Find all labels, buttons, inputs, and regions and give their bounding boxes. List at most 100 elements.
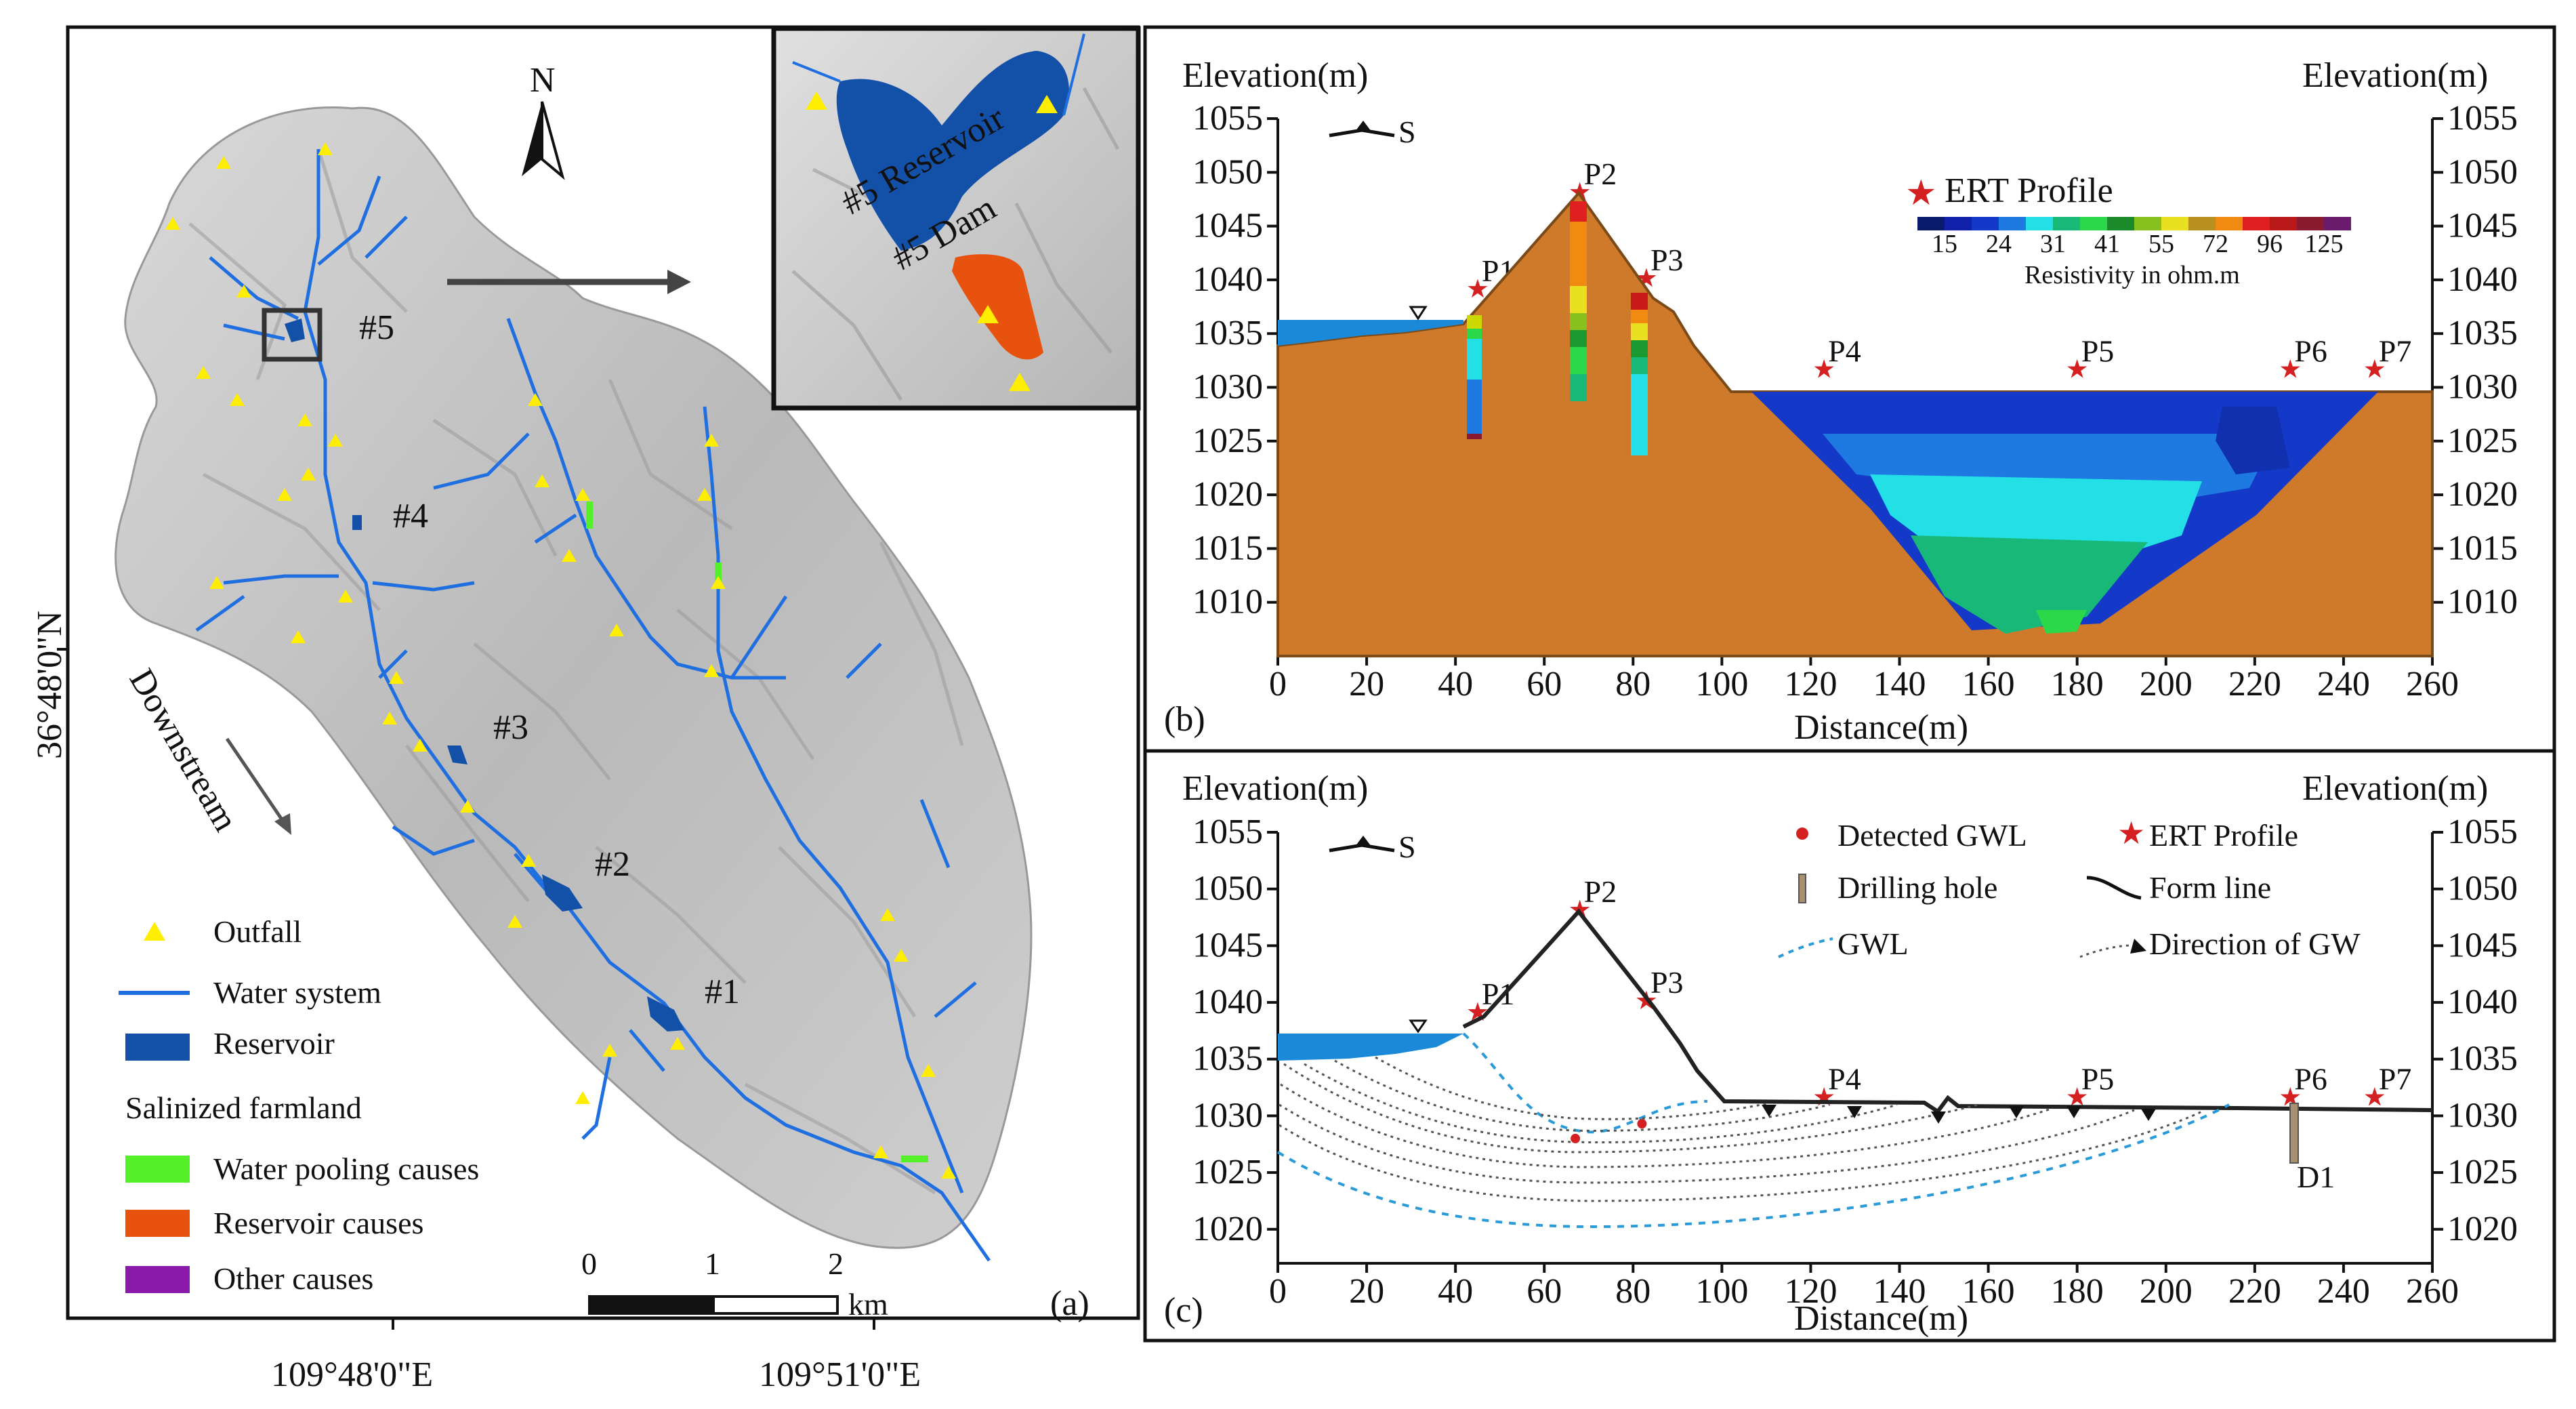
legend-gw-direction-line bbox=[2079, 944, 2132, 958]
legend-form-line-symbol bbox=[2086, 876, 2142, 900]
panel-c-xtick-label: 160 bbox=[1962, 1272, 2015, 1311]
panel-c-gw-direction-arrows bbox=[1762, 1105, 2156, 1124]
colorbar-tick-label: 55 bbox=[2148, 230, 2174, 258]
panel-b-ytick-label-left: 1025 bbox=[1192, 422, 1263, 460]
panel-b-letter: (b) bbox=[1164, 700, 1205, 739]
reservoir-tag-3: #3 bbox=[493, 708, 528, 747]
panel-b-ytick-label-right: 1015 bbox=[2447, 529, 2518, 567]
inset-stream-1 bbox=[792, 61, 841, 83]
panel-b-colorbar: 15 24 31 41 55 72 96 125 bbox=[1917, 217, 2351, 258]
panel-c-section-label: S bbox=[1398, 830, 1416, 864]
panel-b-ytick-label-right: 1050 bbox=[2447, 152, 2518, 191]
reservoir-5 bbox=[285, 319, 305, 342]
panel-c-ylabel-left: Elevation(m) bbox=[1182, 769, 1368, 808]
salinized-patches bbox=[586, 502, 928, 1162]
downstream-arrow bbox=[225, 737, 287, 825]
panel-b-ytick-label-right: 1035 bbox=[2447, 314, 2518, 352]
reservoir-4 bbox=[352, 515, 362, 530]
panel-c-ert-label: P6 bbox=[2294, 1061, 2327, 1096]
panel-c-ert-label: P7 bbox=[2379, 1061, 2412, 1096]
longitude-label-2: 109°51'0"E bbox=[759, 1355, 921, 1394]
water-system-streams bbox=[195, 149, 991, 1262]
panel-b-ylabel-left: Elevation(m) bbox=[1182, 56, 1368, 95]
colorbar-swatch bbox=[2216, 217, 2243, 230]
panel-c-drill-label: D1 bbox=[2297, 1160, 2335, 1194]
panel-c-xtick-label: 40 bbox=[1438, 1272, 1473, 1311]
colorbar-swatch bbox=[2270, 217, 2297, 230]
colorbar-tick-label: 41 bbox=[2094, 230, 2120, 258]
legend-gw-direction-label: Direction of GW bbox=[2149, 926, 2361, 961]
legend-other-causes-label: Other causes bbox=[213, 1261, 373, 1296]
panel-c-xtick-label: 180 bbox=[2051, 1272, 2104, 1311]
legend-detected-gwl-label: Detected GWL bbox=[1837, 818, 2027, 853]
inset-reservoir bbox=[836, 51, 1069, 251]
outfall-markers bbox=[165, 142, 956, 1179]
panel-c-xtick-label: 60 bbox=[1526, 1272, 1562, 1311]
legend-reservoir-label: Reservoir bbox=[213, 1026, 335, 1061]
panel-c-ylabel-right: Elevation(m) bbox=[2302, 769, 2488, 808]
panel-c-ytick-label-right: 1025 bbox=[2447, 1153, 2518, 1191]
panel-b-ytick-label-left: 1050 bbox=[1192, 152, 1263, 191]
legend-ert-profile-label: ERT Profile bbox=[2149, 818, 2298, 853]
panel-b-ert-label: P2 bbox=[1584, 157, 1617, 191]
panel-c-gw-section: 1020 1020 1025 1025 1030 1030 1035 1035 1040 1040… bbox=[1143, 749, 2556, 1343]
panel-b-ert-label: P3 bbox=[1650, 243, 1684, 277]
panel-b-basin-bright bbox=[2036, 610, 2087, 634]
panel-c-axes: 1020 1020 1025 1025 1030 1030 1035 1035 1040 1040… bbox=[1192, 813, 2518, 1311]
panel-c-water-surface bbox=[1278, 1034, 1463, 1061]
legend-water-pooling-symbol bbox=[125, 1156, 190, 1183]
inset-pointer-arrowhead bbox=[667, 270, 691, 294]
panel-b-xtick-label: 220 bbox=[2228, 665, 2281, 703]
panel-b-water-level-symbol bbox=[1409, 306, 1428, 321]
panel-b-ytick-label-right: 1020 bbox=[2447, 475, 2518, 514]
panel-b-colorbar-title: Resistivity in ohm.m bbox=[2024, 261, 2240, 289]
panel-b-ytick-label-left: 1055 bbox=[1192, 99, 1263, 138]
panel-c-xtick-label: 0 bbox=[1269, 1272, 1287, 1311]
panel-c-ytick-label-left: 1025 bbox=[1192, 1153, 1263, 1191]
inset-farmland bbox=[952, 254, 1043, 360]
panel-b-section-label: S bbox=[1398, 115, 1416, 149]
panel-c-water-level-symbol bbox=[1409, 1019, 1428, 1034]
panel-b-basin-deep bbox=[2216, 407, 2290, 474]
panel-b-ert-label: P5 bbox=[2081, 334, 2115, 369]
panel-b-xtick-label: 100 bbox=[1695, 665, 1748, 703]
panel-a-map: #5 #4 #3 #2 #1 N Downstream bbox=[30, 25, 1141, 1394]
inset-outfall-3 bbox=[977, 305, 999, 323]
legend-reservoir-symbol bbox=[125, 1034, 190, 1061]
panel-b-section-mark-head bbox=[1355, 121, 1371, 131]
legend-drilling-hole-symbol bbox=[1798, 874, 1806, 903]
panel-c-ert-label: P3 bbox=[1650, 965, 1684, 1000]
panel-c-legend: Detected GWL ★ ERT Profile Drilling hole… bbox=[1778, 816, 2361, 961]
legend-water-system-label: Water system bbox=[213, 975, 381, 1010]
panel-c-ert-label: P1 bbox=[1482, 977, 1515, 1011]
panel-b-ert-star: ★ bbox=[2066, 356, 2089, 384]
panel-b-ytick-label-right: 1055 bbox=[2447, 99, 2518, 138]
panel-b-xtick-label: 160 bbox=[1962, 665, 2015, 703]
colorbar-tick-label: 24 bbox=[1986, 230, 2012, 258]
panel-c-ytick-label-right: 1045 bbox=[2447, 926, 2518, 964]
panel-c-detected-gwl bbox=[1571, 1119, 1647, 1143]
panel-c-ert-label: P4 bbox=[1828, 1061, 1861, 1096]
catchment-hillshade bbox=[115, 106, 1033, 1249]
inset-frame bbox=[771, 26, 1141, 411]
panel-c-ytick-label-left: 1035 bbox=[1192, 1040, 1263, 1078]
legend-detected-gwl-symbol bbox=[1796, 828, 1808, 840]
colorbar-swatch bbox=[2161, 217, 2188, 230]
colorbar-swatch bbox=[1972, 217, 1999, 230]
panel-c-gwl-dot bbox=[1637, 1119, 1647, 1129]
inset-outfall-2 bbox=[1036, 95, 1058, 113]
reservoir-5-highlight-box bbox=[262, 308, 323, 362]
panel-c-ytick-label-left: 1040 bbox=[1192, 983, 1263, 1021]
panel-b-xlabel: Distance(m) bbox=[1794, 708, 1968, 747]
panel-c-xtick-label: 20 bbox=[1349, 1272, 1384, 1311]
legend-gwl-label: GWL bbox=[1837, 926, 1909, 961]
panel-b-xtick-label: 60 bbox=[1526, 665, 1562, 703]
panel-a-letter: (a) bbox=[1050, 1284, 1089, 1323]
panel-c-ytick-label-right: 1030 bbox=[2447, 1096, 2518, 1135]
panel-b-xtick-label: 0 bbox=[1269, 665, 1287, 703]
panel-c-ytick-label-left: 1050 bbox=[1192, 870, 1263, 908]
panel-c-drilling-hole bbox=[2289, 1103, 2299, 1164]
panel-b-ert-strips bbox=[1467, 201, 1648, 455]
panel-b-xtick-label: 260 bbox=[2406, 665, 2459, 703]
colorbar-tick-label: 15 bbox=[1932, 230, 1957, 258]
